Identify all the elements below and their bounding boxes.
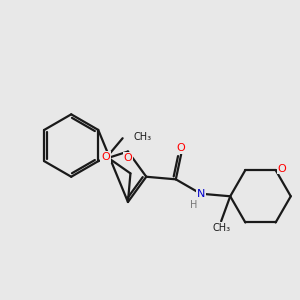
Text: O: O — [101, 152, 110, 162]
Text: H: H — [190, 200, 198, 210]
Text: CH₃: CH₃ — [134, 132, 152, 142]
Text: O: O — [124, 153, 132, 163]
Text: CH₃: CH₃ — [212, 223, 230, 233]
Text: O: O — [177, 143, 185, 153]
Text: N: N — [197, 189, 206, 199]
Text: O: O — [278, 164, 286, 174]
